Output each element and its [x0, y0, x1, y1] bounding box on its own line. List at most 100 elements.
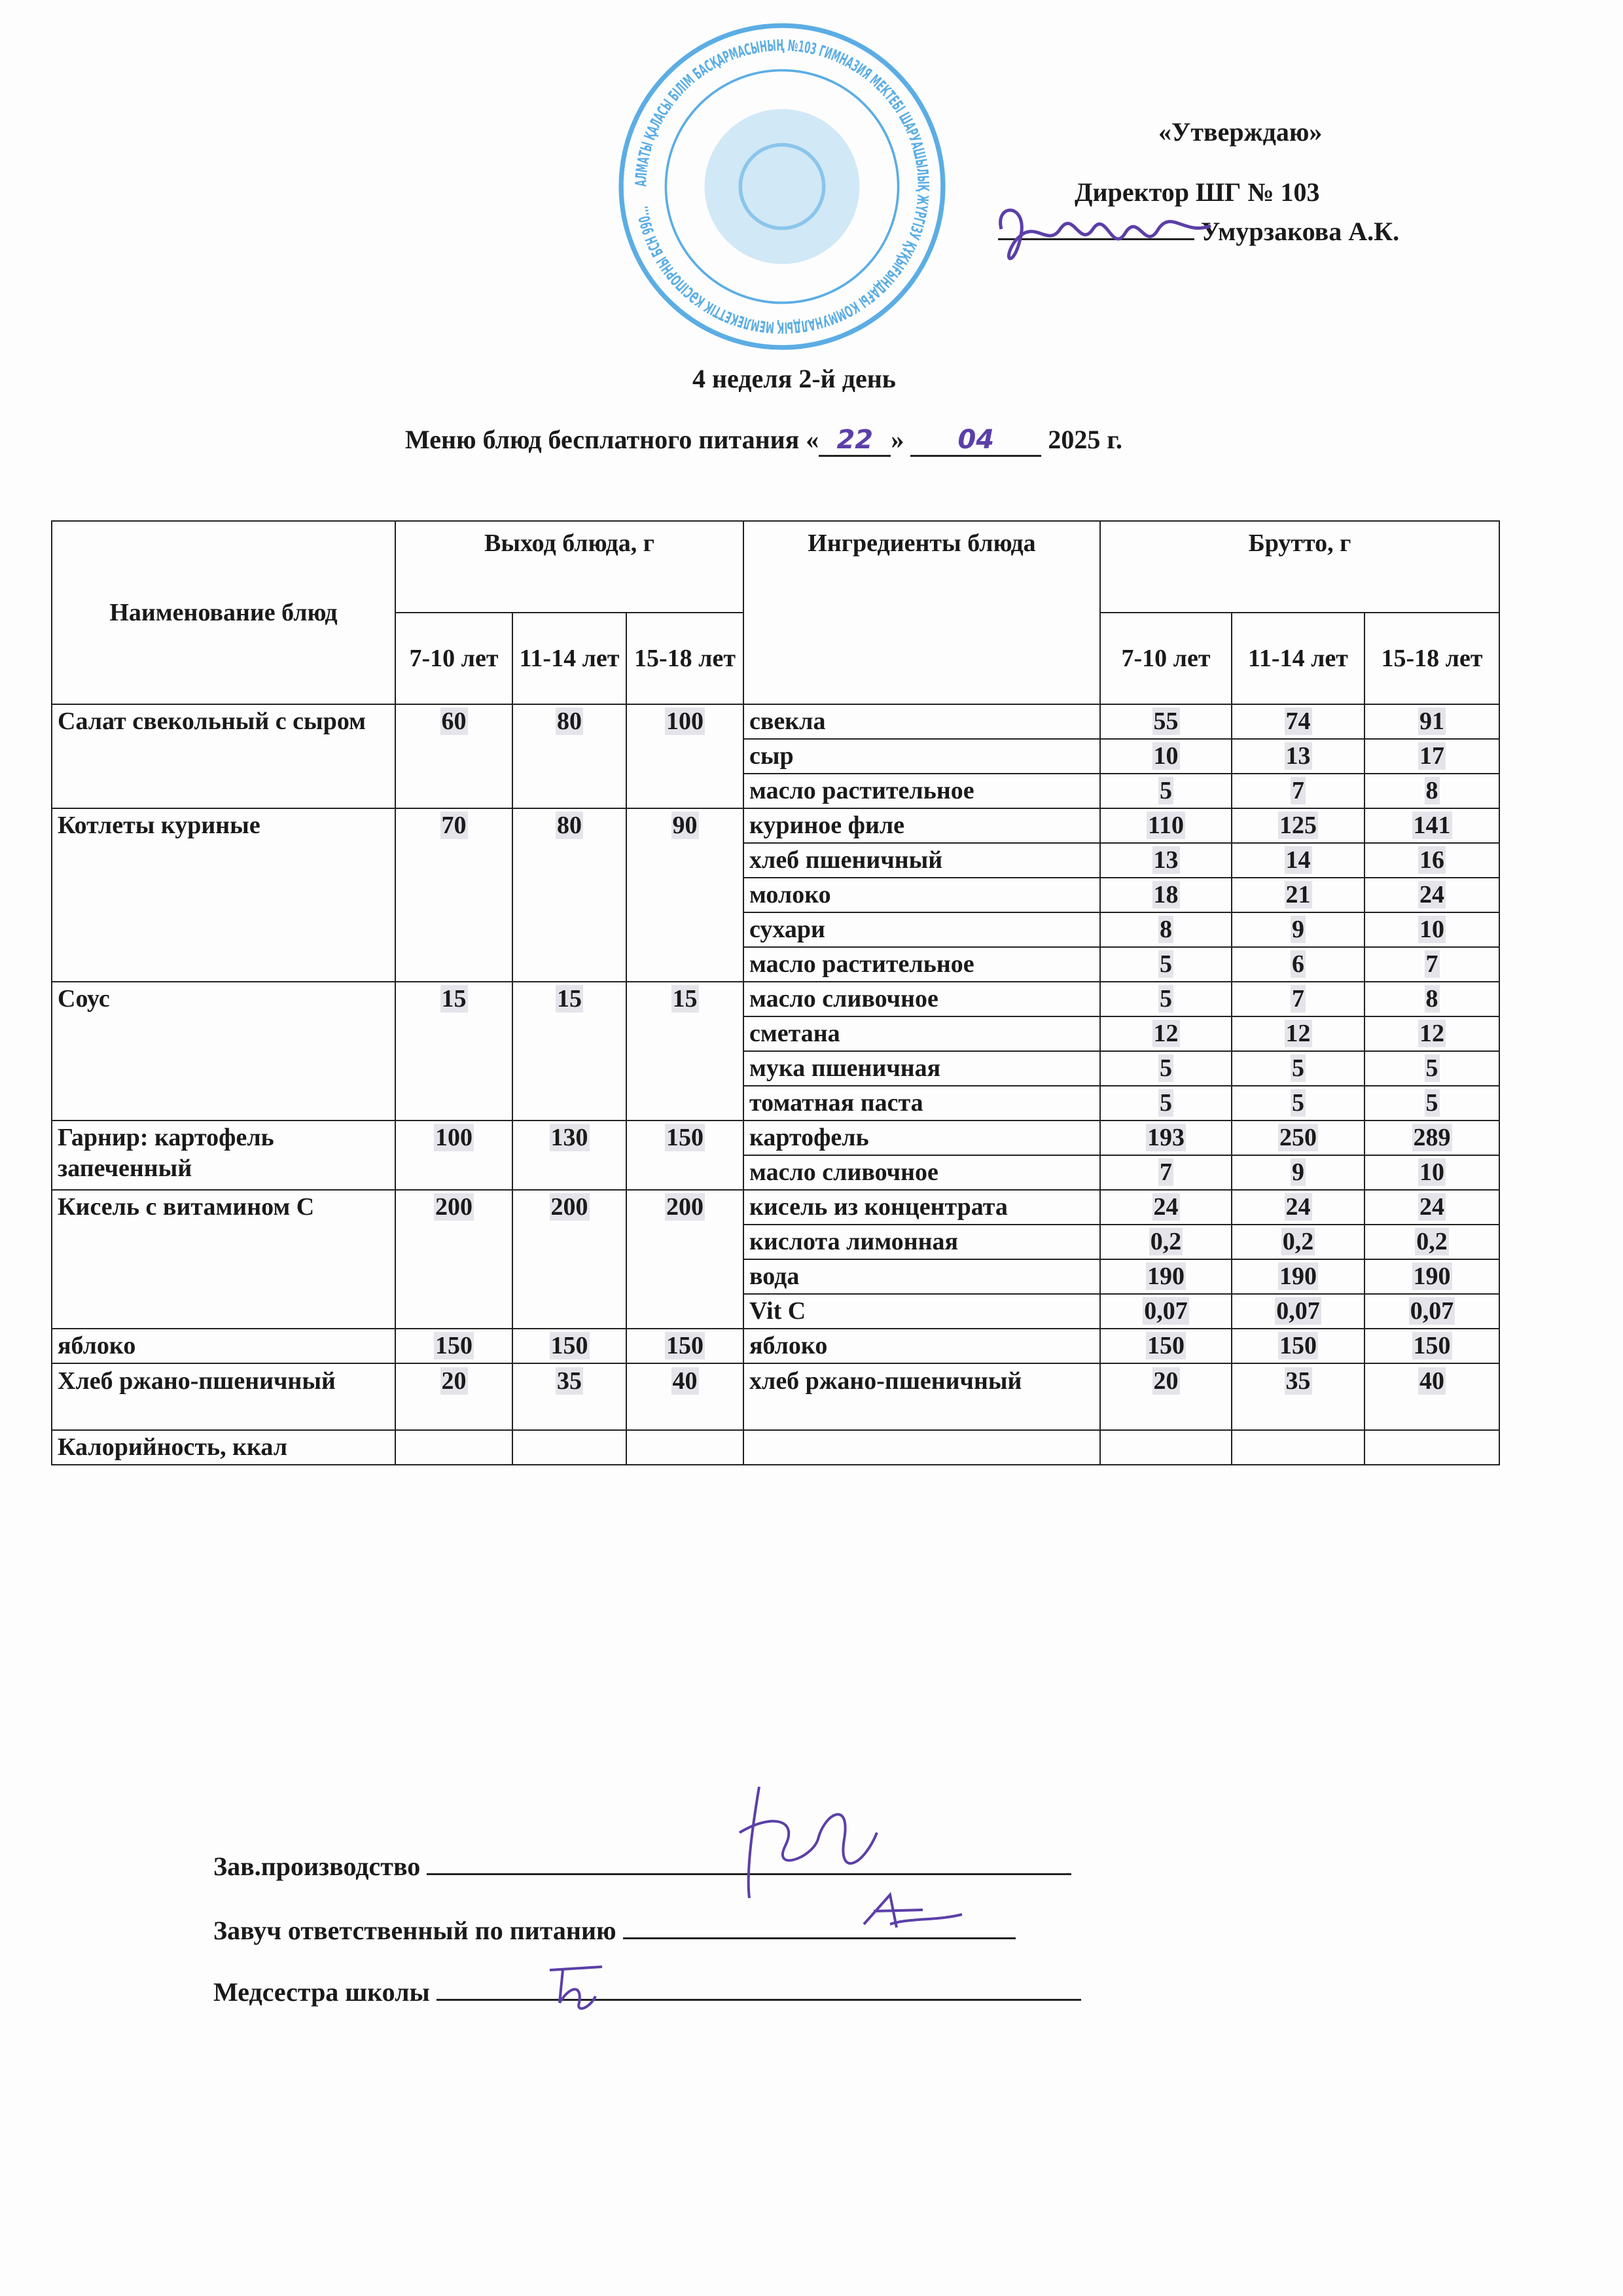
director-title: Директор ШГ № 103 [1075, 177, 1320, 207]
ingredient-brutto-2: 24 [1364, 1189, 1500, 1225]
dish-name: Соус [51, 981, 396, 1121]
menu-day: 22 [819, 425, 891, 457]
week-day-heading: 4 неделя 2-й день [692, 364, 896, 393]
dish-name: Кисель с витамином С [51, 1189, 396, 1329]
menu-table: Наименование блюд Выход блюда, г Ингреди… [51, 520, 1500, 1465]
director-name: Умурзакова А.К. [1201, 217, 1400, 246]
dish-output-1: 130 [512, 1120, 627, 1191]
header-output-age-2: 15-18 лет [626, 612, 744, 705]
header-brutto-age-0: 7-10 лет [1099, 612, 1232, 705]
ingredient-brutto-1: 14 [1231, 842, 1365, 878]
dish-name: Гарнир: картофель запеченный [51, 1120, 396, 1191]
ingredient-brutto-2: 8 [1364, 981, 1500, 1017]
ingredient-name: томатная паста [743, 1085, 1101, 1121]
ingredient-brutto-1: 250 [1231, 1120, 1365, 1156]
ingredient-name: кислота лимонная [743, 1224, 1101, 1260]
dish-output-1: 80 [512, 808, 627, 982]
table-row: Хлеб ржано-пшеничный 20 35 40 хлеб ржано-пше… [51, 1363, 1500, 1431]
dish-name: Котлеты куриные [51, 808, 396, 982]
menu-month: 04 [910, 425, 1042, 457]
ingredient-brutto-2: 17 [1364, 738, 1500, 774]
ingredient-name: кисель из концентрата [743, 1189, 1101, 1225]
dish-output-2: 150 [626, 1120, 744, 1191]
ingredient-brutto-1: 7 [1231, 981, 1365, 1017]
ingredient-brutto-0: 10 [1099, 738, 1232, 774]
dish-output-0: 15 [395, 981, 513, 1121]
table-row: вода 190 190 190 [52, 1259, 1500, 1295]
table-row: масло растительное 5 6 7 [52, 946, 1500, 982]
dish-output-1: 15 [512, 981, 627, 1121]
dish-output-0: 200 [395, 1189, 513, 1329]
calories-value [395, 1429, 513, 1465]
ingredient-name: куриное филе [743, 808, 1101, 844]
dish-output-1: 150 [512, 1328, 627, 1364]
dish-output-2: 90 [626, 808, 744, 982]
ingredient-name: сыр [743, 738, 1101, 774]
ingredient-brutto-2: 10 [1364, 1155, 1500, 1191]
ingredient-brutto-2: 190 [1364, 1259, 1500, 1295]
header-brutto: Брутто, г [1099, 520, 1500, 613]
ingredient-brutto-2: 24 [1364, 877, 1500, 913]
table-row: кислота лимонная 0,2 0,2 0,2 [52, 1224, 1500, 1260]
calories-label: Калорийность, ккал [51, 1429, 396, 1465]
table-row: Соус 15 15 15 масло сливочное 5 7 8 [51, 981, 1500, 1121]
ingredient-brutto-1: 150 [1231, 1328, 1365, 1364]
header-output-age-0: 7-10 лет [395, 612, 513, 705]
dish-name: яблоко [51, 1328, 396, 1364]
ingredient-brutto-0: 8 [1099, 912, 1232, 948]
calories-value [1364, 1429, 1500, 1465]
table-row: сметана 12 12 12 [52, 1016, 1500, 1052]
signature-row-production: Зав.производство [213, 1851, 1072, 1882]
ingredient-brutto-2: 16 [1364, 842, 1500, 878]
ingredient-brutto-0: 0,07 [1099, 1293, 1232, 1329]
dish-output-1: 200 [512, 1189, 627, 1329]
table-row: хлеб пшеничный 13 14 16 [52, 842, 1500, 878]
ingredient-name: масло растительное [743, 773, 1101, 809]
ingredient-brutto-2: 5 [1364, 1050, 1500, 1086]
ingredient-name: молоко [743, 877, 1101, 913]
production-signature [738, 1786, 878, 1899]
ingredient-brutto-1: 125 [1231, 808, 1365, 844]
ingredient-brutto-0: 24 [1099, 1189, 1232, 1225]
table-row: яблоко 150 150 150 яблоко 150 150 150 [51, 1328, 1500, 1364]
ingredient-name: свекла [743, 704, 1101, 740]
header-output: Выход блюда, г [395, 520, 744, 613]
ingredient-brutto-0: 150 [1099, 1328, 1232, 1364]
director-signature-line: Умурзакова А.К. [998, 216, 1399, 247]
ingredient-brutto-0: 193 [1099, 1120, 1232, 1156]
ingredient-brutto-1: 0,2 [1231, 1224, 1365, 1260]
ingredient-brutto-2: 289 [1364, 1120, 1500, 1156]
ingredient-brutto-2: 91 [1364, 704, 1500, 740]
ingredient-brutto-1: 74 [1231, 704, 1365, 740]
ingredient-brutto-1: 13 [1231, 738, 1365, 774]
dish-output-2: 40 [626, 1363, 744, 1431]
table-row: мука пшеничная 5 5 5 [52, 1050, 1500, 1086]
table-row: Котлеты куриные 70 80 90 куриное филе 110 125 1… [51, 808, 1500, 982]
ingredient-brutto-2: 5 [1364, 1085, 1500, 1121]
ingredient-name: масло сливочное [743, 1155, 1101, 1191]
ingredient-brutto-1: 0,07 [1231, 1293, 1365, 1329]
ingredient-brutto-1: 6 [1231, 946, 1365, 982]
dish-output-1: 80 [512, 704, 627, 809]
ingredient-name: Vit C [743, 1293, 1101, 1329]
table-row: Кисель с витамином С 200 200 200 кисель из к… [51, 1189, 1500, 1329]
header-output-age-1: 11-14 лет [512, 612, 627, 705]
ingredient-brutto-2: 0,2 [1364, 1224, 1500, 1260]
table-row: Салат свекольный с сыром 60 80 100 свекла 55 7… [51, 704, 1500, 809]
ingredient-brutto-1: 7 [1231, 773, 1365, 809]
ingredient-brutto-0: 13 [1099, 842, 1232, 878]
ingredient-brutto-2: 12 [1364, 1016, 1500, 1052]
ingredient-name: сметана [743, 1016, 1101, 1052]
ingredient-brutto-0: 190 [1099, 1259, 1232, 1295]
dish-name: Хлеб ржано-пшеничный [51, 1363, 396, 1431]
dish-output-1: 35 [512, 1363, 627, 1431]
ingredient-brutto-2: 0,07 [1364, 1293, 1500, 1329]
ingredient-name: сухари [743, 912, 1101, 948]
ingredient-brutto-0: 5 [1099, 773, 1232, 809]
ingredient-brutto-0: 5 [1099, 946, 1232, 982]
official-stamp: АЛМАТЫ ҚАЛАСЫ БІЛІМ БАСҚАРМАСЫНЫҢ №103 Г… [618, 23, 946, 350]
ingredient-name: яблоко [743, 1328, 1101, 1364]
menu-title: Меню блюд бесплатного питания «22» 04 20… [405, 424, 1122, 457]
ingredient-brutto-0: 18 [1099, 877, 1232, 913]
table-row: томатная паста 5 5 5 [52, 1085, 1500, 1121]
